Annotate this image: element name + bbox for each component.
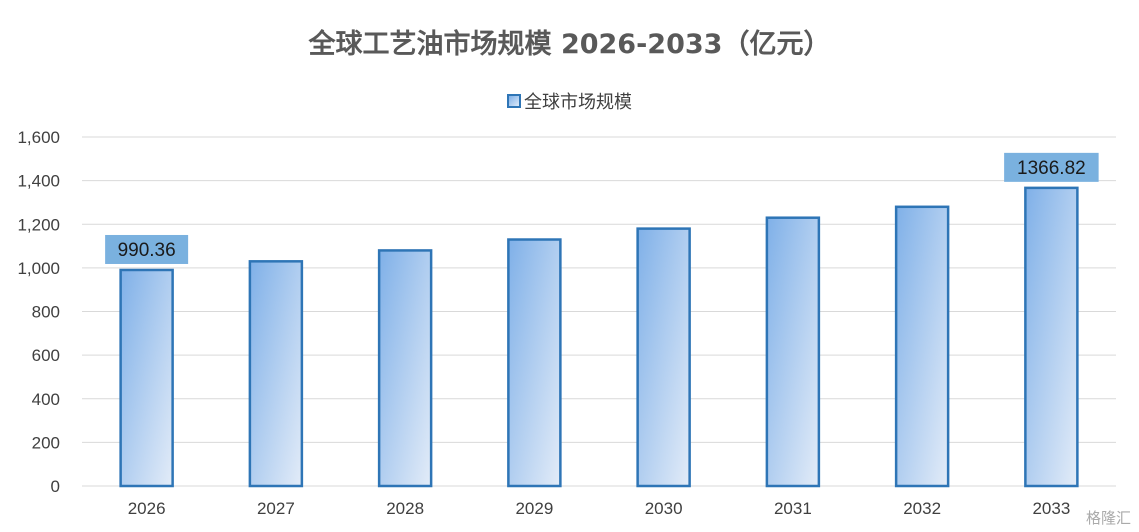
bar	[507, 238, 562, 488]
y-tick-label: 1,200	[17, 215, 60, 234]
y-tick-label: 0	[51, 477, 60, 496]
legend: 全球市场规模	[0, 88, 1139, 114]
x-tick-label: 2026	[128, 499, 166, 518]
watermark: 格隆汇	[1085, 509, 1131, 527]
x-tick-label: 2028	[386, 499, 424, 518]
y-tick-label: 1,400	[17, 172, 60, 191]
y-tick-label: 400	[32, 390, 60, 409]
y-tick-label: 1,000	[17, 259, 60, 278]
x-tick-label: 2030	[645, 499, 683, 518]
y-tick-label: 800	[32, 303, 60, 322]
bar	[248, 260, 304, 488]
x-tick-label: 2031	[774, 499, 812, 518]
bar	[1024, 186, 1079, 488]
y-tick-label: 1,600	[17, 128, 60, 147]
bar	[636, 227, 691, 488]
data-label-box	[105, 234, 189, 264]
data-label: 1366.82	[1017, 158, 1086, 179]
y-tick-label: 200	[32, 433, 60, 452]
chart-title: 全球工艺油市场规模 2026-2033（亿元）	[308, 29, 831, 60]
legend-swatch	[507, 94, 521, 108]
bar	[377, 249, 433, 488]
data-label-box	[1004, 152, 1099, 182]
x-tick-label: 2032	[903, 499, 941, 518]
x-tick-label: 2027	[257, 499, 295, 518]
bar	[765, 216, 821, 488]
y-tick-label: 600	[32, 346, 60, 365]
data-label: 990.36	[118, 240, 176, 261]
bar	[119, 268, 174, 488]
x-tick-label: 2033	[1032, 499, 1070, 518]
bar	[894, 205, 950, 488]
x-tick-label: 2029	[515, 499, 553, 518]
legend-label: 全球市场规模	[524, 92, 632, 113]
